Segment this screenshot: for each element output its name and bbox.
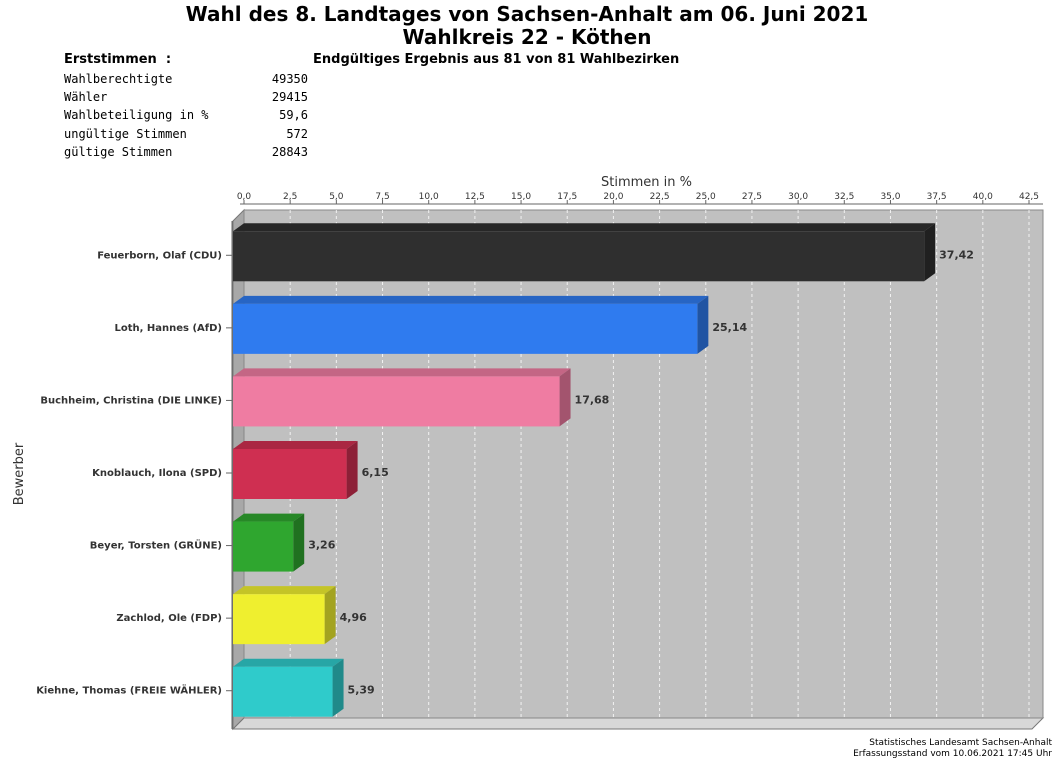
bar bbox=[233, 231, 925, 282]
bar-top-face bbox=[233, 295, 709, 304]
x-tick-label: 25,0 bbox=[696, 192, 716, 202]
source-note: Statistisches Landesamt Sachsen-Anhalt bbox=[869, 738, 1052, 748]
x-tick-label: 7,5 bbox=[375, 192, 389, 202]
bar bbox=[233, 449, 347, 499]
bar-side-face bbox=[559, 368, 571, 427]
bar-side-face bbox=[324, 586, 336, 645]
bar bbox=[233, 594, 325, 645]
bar-side-face bbox=[332, 658, 344, 717]
x-tick-label: 22,5 bbox=[650, 192, 670, 202]
result-status: Endgültiges Ergebnis aus 81 von 81 Wahlb… bbox=[313, 52, 680, 67]
category-label: Knoblauch, Ilona (SPD) bbox=[92, 468, 222, 479]
x-tick-label: 40,0 bbox=[973, 192, 993, 202]
bar-side-face bbox=[697, 295, 709, 354]
bar-top-face bbox=[233, 586, 336, 595]
timestamp-note: Erfassungsstand vom 10.06.2021 17:45 Uhr bbox=[853, 749, 1052, 759]
stat-value: 29415 bbox=[271, 90, 308, 105]
stat-label: Wähler bbox=[64, 90, 108, 105]
x-tick-label: 2,5 bbox=[283, 192, 297, 202]
category-label: Kiehne, Thomas (FREIE WÄHLER) bbox=[36, 683, 222, 697]
stats-heading: Erststimmen : bbox=[64, 52, 172, 67]
chart-plot-area bbox=[243, 209, 1044, 719]
x-tick-label: 42,5 bbox=[1019, 192, 1039, 202]
stats-table: Wahlberechtigte 49350 Wähler 29415 Wahlb… bbox=[64, 72, 308, 163]
category-label: Buchheim, Christina (DIE LINKE) bbox=[40, 395, 222, 406]
stat-label: ungültige Stimmen bbox=[64, 126, 187, 141]
stat-label: Wahlberechtigte bbox=[64, 72, 173, 86]
x-tick-label: 37,5 bbox=[927, 192, 947, 202]
bar-top-face bbox=[233, 368, 571, 377]
bar-top-face bbox=[233, 223, 936, 232]
bar bbox=[233, 303, 698, 354]
bar-value-label: 25,14 bbox=[712, 321, 747, 334]
x-tick-label: 0,0 bbox=[237, 192, 252, 202]
x-tick-label: 12,5 bbox=[465, 192, 485, 202]
stat-label: Wahlbeteiligung in % bbox=[64, 108, 209, 123]
bar-top-face bbox=[233, 441, 358, 449]
x-tick-label: 15,0 bbox=[511, 192, 531, 202]
chart-title-line2: Wahlkreis 22 - Köthen bbox=[402, 25, 652, 49]
x-tick-label: 10,0 bbox=[419, 192, 439, 202]
bar bbox=[233, 521, 294, 572]
stat-value: 59,6 bbox=[279, 108, 308, 123]
stat-value: 28843 bbox=[271, 144, 308, 159]
bar-value-label: 4,96 bbox=[340, 611, 367, 624]
bar-side-face bbox=[346, 441, 358, 499]
stat-row-invalid: ungültige Stimmen 572 bbox=[64, 127, 308, 145]
stat-row-valid: gültige Stimmen 28843 bbox=[64, 145, 308, 163]
bar-value-label: 17,68 bbox=[575, 393, 610, 406]
bar-value-label: 5,39 bbox=[348, 684, 375, 697]
x-tick-label: 5,0 bbox=[329, 192, 344, 202]
bar bbox=[233, 376, 560, 427]
bar-top-face bbox=[233, 658, 344, 667]
category-label: Loth, Hannes (AfD) bbox=[114, 323, 222, 334]
x-tick-label: 35,0 bbox=[880, 192, 900, 202]
stat-row-eligible: Wahlberechtigte 49350 bbox=[64, 72, 308, 90]
x-tick-label: 20,0 bbox=[603, 192, 623, 202]
bar-top-face bbox=[233, 513, 305, 522]
bar-side-face bbox=[293, 513, 305, 572]
x-axis-title: Stimmen in % bbox=[601, 175, 692, 190]
x-tick-label: 30,0 bbox=[788, 192, 808, 202]
x-tick-label: 32,5 bbox=[834, 192, 854, 202]
stat-value: 572 bbox=[286, 126, 308, 141]
category-label: Feuerborn, Olaf (CDU) bbox=[97, 250, 222, 261]
bar bbox=[233, 666, 333, 717]
stat-row-voters: Wähler 29415 bbox=[64, 90, 308, 108]
y-axis-title: Bewerber bbox=[12, 442, 27, 505]
category-label: Zachlod, Ole (FDP) bbox=[116, 613, 222, 624]
bar-side-face bbox=[924, 223, 936, 282]
x-tick-label: 17,5 bbox=[557, 192, 577, 202]
chart-floor bbox=[231, 717, 1045, 730]
stat-value: 49350 bbox=[271, 72, 308, 86]
bar-value-label: 37,42 bbox=[939, 248, 974, 261]
bar-value-label: 6,15 bbox=[362, 466, 389, 479]
chart-title-line1: Wahl des 8. Landtages von Sachsen-Anhalt… bbox=[185, 2, 869, 26]
bar-value-label: 3,26 bbox=[308, 539, 335, 552]
stat-label: gültige Stimmen bbox=[64, 144, 173, 159]
stat-row-turnout: Wahlbeteiligung in % 59,6 bbox=[64, 108, 308, 126]
category-label: Beyer, Torsten (GRÜNE) bbox=[90, 538, 222, 552]
x-tick-label: 27,5 bbox=[742, 192, 762, 202]
